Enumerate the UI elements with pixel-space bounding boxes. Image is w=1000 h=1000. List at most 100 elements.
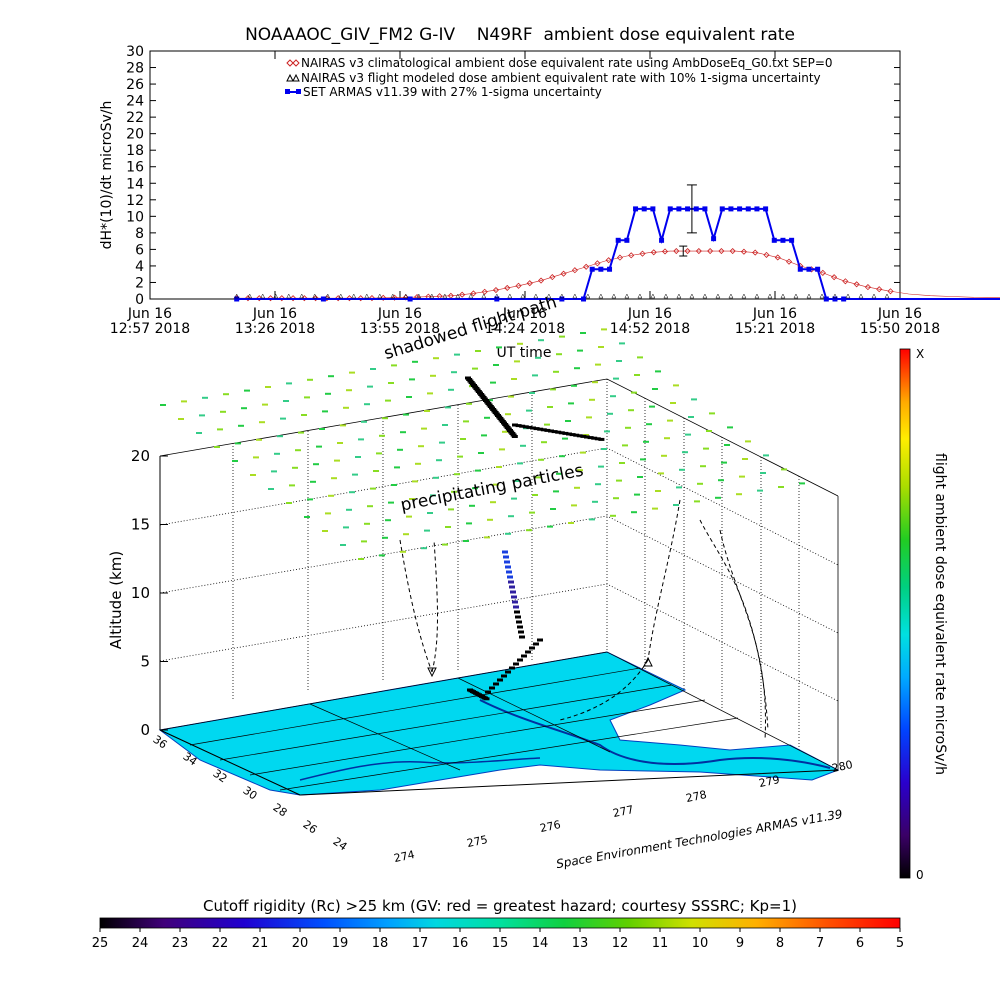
set-armas-point (719, 206, 725, 212)
trajectory-point (562, 431, 569, 435)
x-tick-label-time: 14:24 2018 (485, 321, 565, 337)
legend-marker-triangle (286, 73, 294, 82)
rigidity-tick-label: 25 (92, 936, 109, 951)
trajectory-point (506, 570, 512, 574)
nairas-climatological-point (571, 267, 578, 274)
legend-marker-diamond (292, 59, 300, 67)
rigidity-colorbar-gradient (99, 917, 901, 929)
trajectory-point (512, 600, 518, 604)
rigidity-tick-label: 10 (692, 936, 709, 951)
shadow-path-segment (699, 519, 769, 731)
shadowed-flight-path (399, 499, 769, 741)
nairas-climatological-point (831, 274, 838, 281)
nairas-climatological-point (605, 257, 612, 264)
set-armas-point (693, 206, 699, 212)
series-set-armas-line (236, 207, 1000, 300)
nairas-flight-point (819, 293, 825, 299)
shadow-end-triangle (643, 656, 653, 667)
trajectory-point (558, 431, 565, 435)
trajectory-point (514, 610, 520, 614)
trajectory-point (526, 425, 533, 429)
nairas-flight-point (689, 293, 695, 299)
longitude-tick-label: 278 (685, 788, 708, 805)
trajectory-point (533, 642, 539, 646)
nairas-flight-point (871, 293, 877, 299)
set-armas-point (589, 266, 595, 272)
legend-entry-nairas-flight: NAIRAS v3 flight modeled dose ambient eq… (286, 71, 821, 85)
legend-label: SET ARMAS v11.39 with 27% 1-sigma uncert… (303, 85, 602, 99)
nairas-flight-point (598, 293, 604, 299)
trajectory-point (502, 550, 508, 554)
rigidity-colorbar: Cutoff rigidity (Rc) >25 km (GV: red = g… (92, 897, 904, 951)
y-tick-label: 20 (126, 127, 144, 143)
set-armas-point (702, 206, 708, 212)
set-armas-point (615, 237, 621, 243)
legend-entry-nairas-climatological: NAIRAS v3 climatological ambient dose eq… (286, 56, 833, 70)
nairas-flight-point (390, 293, 396, 299)
y-tick-label: 26 (126, 77, 144, 93)
set-armas-point (789, 237, 795, 243)
altitude-axis: 0 5 10 15 20 Altitude (km) (107, 447, 168, 739)
x-axis-label: UT time (497, 345, 552, 361)
nairas-climatological-point (887, 288, 894, 295)
nairas-climatological-point (650, 249, 657, 256)
rigidity-tick-label: 23 (172, 936, 189, 951)
set-armas-point (607, 266, 613, 272)
y-tick-label: 0 (135, 292, 144, 308)
legend-label: NAIRAS v3 climatological ambient dose eq… (301, 56, 833, 70)
trajectory-point (533, 427, 540, 431)
trajectory-point (489, 686, 495, 690)
nairas-climatological-point (470, 290, 477, 297)
set-armas-point (771, 237, 777, 243)
nairas-flight-point (702, 293, 708, 299)
set-armas-point (320, 296, 326, 302)
latitude-tick-label: 26 (301, 818, 320, 837)
set-armas-point (823, 296, 829, 302)
rigidity-tick-label: 9 (736, 936, 744, 951)
nairas-climatological-point (740, 248, 747, 255)
y-axis-label: dH*(10)/dt microSv/h (99, 101, 115, 250)
set-armas-point (581, 296, 587, 302)
y-tick-label: 4 (135, 259, 144, 275)
trajectory-point (483, 697, 490, 701)
altitude-ticks: 0 5 10 15 20 (131, 447, 168, 739)
nairas-flight-point (234, 293, 240, 299)
nairas-climatological-point (537, 277, 545, 284)
longitude-tick-label: 275 (466, 833, 489, 850)
nairas-climatological-point (718, 247, 725, 255)
trajectory-point (584, 435, 590, 439)
dose-colorbar-title: flight ambient dose equivalent rate micr… (932, 453, 948, 775)
y-tick-label: 2 (135, 275, 144, 291)
nairas-climatological-point (819, 269, 826, 276)
ground-gridline (159, 651, 608, 731)
nairas-flight-point (260, 293, 266, 299)
trajectory-point (515, 424, 522, 428)
trajectory-point (522, 425, 529, 429)
ground-gridline (309, 703, 461, 771)
set-armas-point (624, 237, 630, 243)
set-armas-point (598, 266, 604, 272)
trajectory-point (505, 565, 511, 569)
shadow-path-segment (559, 659, 649, 721)
trajectory-point (508, 580, 514, 584)
x-tick-label-time: 13:55 2018 (360, 321, 440, 337)
x-tick-label-time: 15:50 2018 (860, 321, 940, 337)
nairas-climatological-point (436, 293, 443, 300)
set-armas-point (745, 206, 751, 212)
legend-label: NAIRAS v3 flight modeled dose ambient eq… (301, 71, 821, 85)
nairas-climatological-point (785, 258, 793, 265)
nairas-flight-point (676, 293, 682, 299)
set-armas-point (754, 206, 760, 212)
set-armas-point (234, 296, 240, 302)
trajectory-point (519, 424, 526, 428)
latitude-tick-label: 24 (331, 835, 350, 854)
y-tick-label: 24 (126, 94, 144, 110)
nairas-flight-point (429, 293, 435, 299)
trajectory-point (507, 575, 513, 579)
trajectory-point (548, 429, 554, 433)
legend-entry-set-armas: SET ARMAS v11.39 with 27% 1-sigma uncert… (285, 85, 602, 99)
rigidity-tick-label: 24 (132, 936, 149, 951)
set-armas-point (641, 206, 647, 212)
